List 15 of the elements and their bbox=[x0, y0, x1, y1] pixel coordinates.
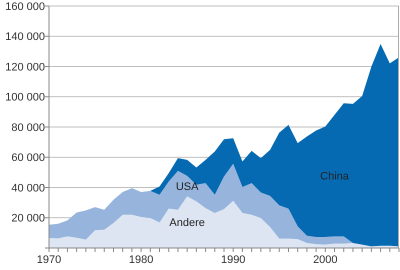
y-tick-label: 60 000 bbox=[11, 152, 45, 164]
y-tick-label: 100 000 bbox=[5, 92, 45, 104]
x-tick-label: 1980 bbox=[128, 254, 154, 266]
y-tick-label: 80 000 bbox=[11, 122, 45, 134]
y-tick-label: 140 000 bbox=[5, 31, 45, 44]
series-label: China bbox=[320, 170, 350, 182]
series-label: USA bbox=[176, 180, 200, 193]
y-tick-label: 20 000 bbox=[11, 212, 45, 225]
y-tick-label: 120 000 bbox=[5, 61, 45, 74]
y-tick-label: 160 000 bbox=[5, 0, 45, 13]
series-label: Andere bbox=[169, 217, 205, 230]
y-tick-label: 40 000 bbox=[11, 182, 45, 194]
x-tick-label: 1970 bbox=[36, 254, 62, 266]
x-tick-label: 1990 bbox=[220, 254, 246, 266]
x-tick-label: 2000 bbox=[313, 254, 338, 266]
